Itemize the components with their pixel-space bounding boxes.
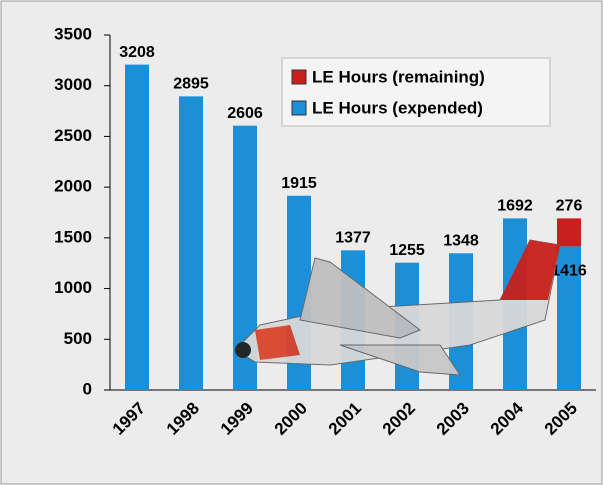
bar [557, 218, 581, 246]
legend-swatch [292, 101, 306, 115]
data-label: 1348 [443, 232, 479, 249]
legend-label: LE Hours (expended) [312, 98, 483, 117]
data-label: 1692 [497, 198, 533, 215]
y-tick-label: 1500 [54, 227, 92, 246]
data-label: 1416 [551, 263, 587, 280]
data-label: 2895 [173, 76, 209, 93]
y-tick-label: 0 [83, 379, 92, 398]
y-tick-label: 500 [64, 329, 92, 348]
y-tick-label: 3000 [54, 75, 92, 94]
chart: 0500100015002000250030003500320819972895… [0, 0, 603, 485]
y-tick-label: 2000 [54, 177, 92, 196]
data-label: 1377 [335, 230, 371, 247]
data-label: 2606 [227, 105, 263, 122]
bar [179, 96, 203, 390]
legend-swatch [292, 70, 306, 84]
data-label: 3208 [119, 44, 155, 61]
bar [125, 65, 149, 390]
y-tick-label: 1000 [54, 278, 92, 297]
data-label: 1915 [281, 175, 317, 192]
nose [235, 342, 251, 358]
y-tick-label: 3500 [54, 24, 92, 43]
legend-label: LE Hours (remaining) [312, 67, 485, 86]
y-tick-label: 2500 [54, 126, 92, 145]
data-label: 276 [556, 198, 583, 215]
data-label: 1255 [389, 242, 425, 259]
legend: LE Hours (remaining) LE Hours (expended) [282, 58, 550, 126]
